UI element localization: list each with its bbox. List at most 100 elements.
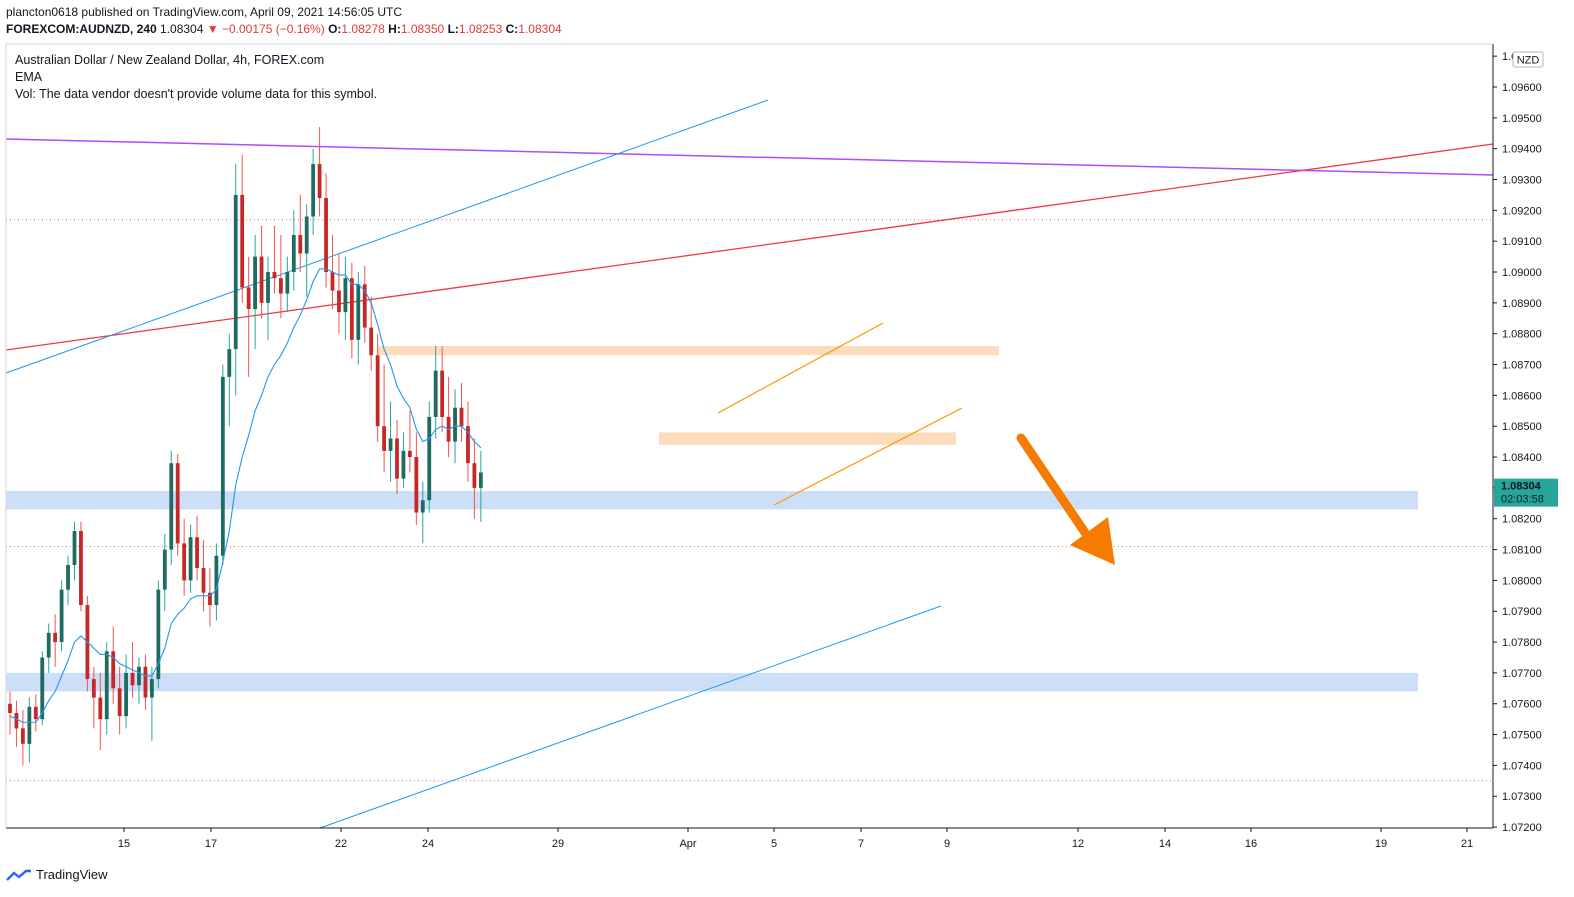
candle-body <box>291 235 296 273</box>
price-tick-label: 1.08800 <box>1502 329 1542 341</box>
candle-body <box>343 278 348 313</box>
time-tick-label: 17 <box>205 838 217 850</box>
current-price-badge <box>1494 478 1558 507</box>
price-tick-label: 1.09100 <box>1502 236 1542 248</box>
tradingview-footer[interactable]: TradingView <box>6 867 108 882</box>
candle-body <box>466 426 470 464</box>
candle-body <box>150 679 154 698</box>
currency-badge-label: NZD <box>1517 55 1540 67</box>
candle-body <box>33 706 38 720</box>
red-trendline <box>5 143 1494 351</box>
candle-body <box>259 256 264 303</box>
candle-body <box>117 688 122 717</box>
low-value: 1.08253 <box>458 22 503 36</box>
price-tick-label: 1.08700 <box>1502 360 1542 372</box>
current-price-label: 1.08304 <box>1501 481 1542 493</box>
price-tick-label: 1.07600 <box>1502 699 1542 711</box>
price-zone <box>6 672 1418 692</box>
candle-body <box>401 450 406 479</box>
candle-body <box>46 632 51 658</box>
candle-body <box>356 284 361 340</box>
candle-body <box>375 355 380 427</box>
candle-body <box>124 672 128 717</box>
candle-body <box>427 416 432 501</box>
tradingview-logo-icon <box>6 869 31 881</box>
time-tick-label: 14 <box>1159 838 1171 850</box>
volume-legend[interactable]: Vol: The data vendor doesn't provide vol… <box>15 87 378 101</box>
price-tick-label: 1.07200 <box>1502 822 1542 834</box>
candle-body <box>395 438 399 479</box>
candle-body <box>14 712 19 729</box>
price-tick-label: 1.09500 <box>1502 113 1542 125</box>
price-tick-label: 1.08000 <box>1502 575 1542 587</box>
candle-body <box>201 568 206 593</box>
candle-body <box>420 500 425 513</box>
price-tick-label: 1.08900 <box>1502 298 1542 310</box>
price-tick-label: 1.08500 <box>1502 421 1542 433</box>
candle-body <box>227 349 232 377</box>
candle-body <box>266 272 270 303</box>
candle-body <box>53 632 58 643</box>
candle-body <box>214 555 219 606</box>
publish-info: plancton0618 published on TradingView.co… <box>6 5 403 19</box>
close-value: 1.08304 <box>518 22 562 36</box>
candle-body <box>104 651 109 720</box>
price-tick-label: 1.08100 <box>1502 545 1542 557</box>
time-tick-label: 24 <box>422 838 434 850</box>
countdown-label: 02:03:58 <box>1501 494 1544 506</box>
open-label: O: <box>328 22 342 36</box>
candle-body <box>156 589 161 680</box>
time-tick-label: 12 <box>1072 838 1084 850</box>
candle-body <box>279 278 283 294</box>
candle-body <box>330 272 335 291</box>
candle-body <box>143 666 148 698</box>
price-tick-label: 1.07900 <box>1502 606 1542 618</box>
down-arrow-head <box>1070 517 1115 565</box>
time-tick-label: 19 <box>1375 838 1387 850</box>
chart-title[interactable]: Australian Dollar / New Zealand Dollar, … <box>15 53 325 67</box>
price-tick-label: 1.09000 <box>1502 267 1542 279</box>
candle-body <box>349 278 354 340</box>
purple-trendline <box>5 138 1494 176</box>
candle-body <box>98 697 103 720</box>
price-tick-label: 1.09200 <box>1502 205 1542 217</box>
candle-body <box>233 194 238 350</box>
candle-body <box>182 543 187 581</box>
candle-body <box>175 463 180 544</box>
candle-body <box>311 164 316 217</box>
candle-body <box>298 235 303 254</box>
ema-line <box>9 268 482 723</box>
candle-body <box>272 272 277 279</box>
candle-body <box>59 589 64 643</box>
candle-body <box>240 194 245 288</box>
time-tick-label: 22 <box>335 838 347 850</box>
down-arrow-shaft <box>1016 433 1095 545</box>
candle-body <box>414 457 419 513</box>
candle-body <box>304 216 309 254</box>
price-tick-label: 1.07800 <box>1502 637 1542 649</box>
candle-body <box>478 472 483 488</box>
ema-legend[interactable]: EMA <box>15 70 43 84</box>
candle-body <box>388 438 393 451</box>
candle-body <box>459 407 464 427</box>
symbol-ohlc-line: FOREXCOM:AUDNZD, 240 1.08304 ▼ −0.00175 … <box>6 22 562 36</box>
candle-body <box>472 463 477 488</box>
price-tick-label: 1.08600 <box>1502 390 1542 402</box>
time-tick-label: Apr <box>679 838 696 850</box>
candle-body <box>362 284 367 328</box>
candle-body <box>66 564 70 590</box>
candle-body <box>111 651 116 689</box>
price-tick-label: 1.08200 <box>1502 514 1542 526</box>
candle-body <box>195 537 199 569</box>
price-tick-label: 1.09300 <box>1502 175 1542 187</box>
price-zone <box>6 490 1418 510</box>
candle-body <box>324 198 328 273</box>
candle-body <box>382 426 386 451</box>
time-tick-label: 5 <box>771 838 777 850</box>
price-zone <box>659 432 956 445</box>
candle-body <box>137 666 141 686</box>
candle-body <box>337 290 341 313</box>
candle-body <box>21 728 25 744</box>
time-tick-label: 9 <box>944 838 950 850</box>
